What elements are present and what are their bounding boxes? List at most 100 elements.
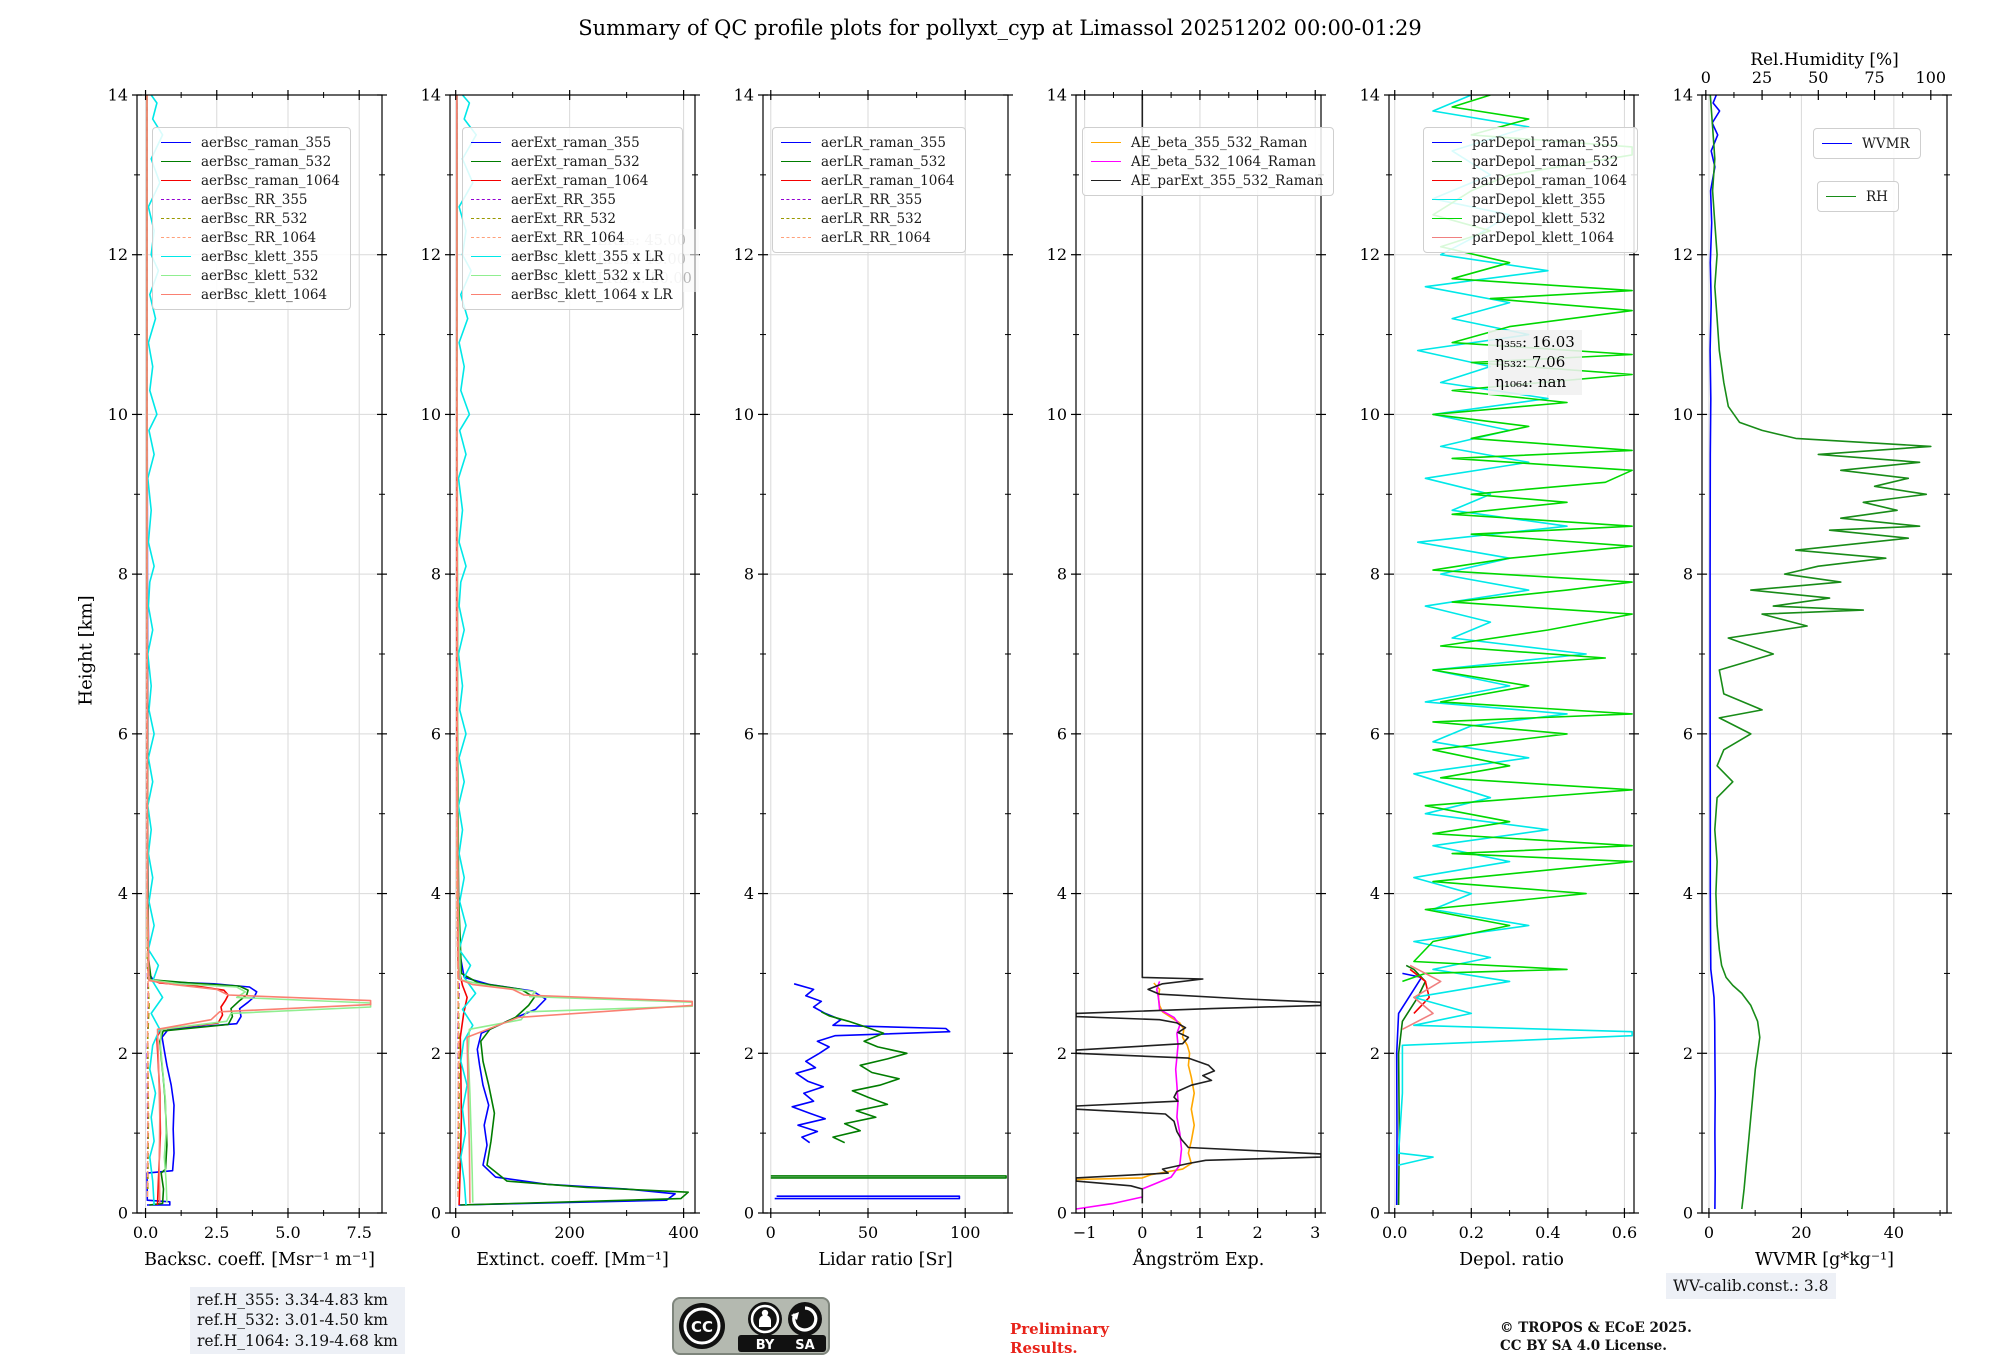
annotation-line: η₅₃₂: 7.06: [1495, 352, 1566, 371]
x-label-angstrom: Ångström Exp.: [1132, 1250, 1265, 1270]
x-tick-label: 400: [668, 1223, 699, 1242]
legend-line-sample: [471, 199, 501, 200]
legend-line-sample: [1091, 180, 1121, 181]
legend-item: aerBsc_klett_532 x LR: [471, 266, 672, 285]
x-tick-label: 2: [1252, 1223, 1262, 1242]
y-tick-label: 14: [1047, 86, 1067, 105]
legend-line-sample: [1822, 143, 1852, 144]
series-aerLR_raman_355: [774, 1195, 961, 1200]
y-tick-label: 2: [1683, 1044, 1693, 1063]
legend-item: aerBsc_raman_355: [161, 133, 340, 152]
legend-label: aerExt_raman_532: [511, 153, 640, 170]
person-icon: [761, 1309, 769, 1317]
annotation-line: ref.H_1064: 3.19-4.68 km: [197, 1331, 398, 1350]
x-tick-label: −1: [1073, 1223, 1097, 1242]
legend-label: AE_beta_532_1064_Raman: [1131, 153, 1316, 170]
y-tick-label: 14: [1360, 86, 1380, 105]
series-parDepol_klett_1064: [1402, 964, 1442, 1031]
series-parDepol_raman_532: [1397, 964, 1427, 1206]
legend-item: aerExt_RR_1064: [471, 228, 672, 247]
legend-line-sample: [471, 237, 501, 238]
legend-line-sample: [781, 237, 811, 238]
y-tick-label: 2: [1057, 1044, 1067, 1063]
y-tick-label: 8: [1683, 565, 1693, 584]
x-tick-label: 20: [1791, 1223, 1811, 1242]
legend-label: aerExt_RR_532: [511, 210, 616, 227]
x-label-lidar-ratio: Lidar ratio [Sr]: [818, 1250, 953, 1270]
legend-label: parDepol_klett_532: [1472, 210, 1606, 227]
y-tick-label: 10: [1360, 405, 1380, 424]
y-tick-label: 4: [118, 884, 128, 903]
legend-item: parDepol_raman_1064: [1432, 171, 1627, 190]
y-tick-label: 10: [734, 405, 754, 424]
legend-label: aerLR_RR_532: [821, 210, 923, 227]
legend-label: aerBsc_RR_1064: [201, 229, 317, 246]
legend-item: aerBsc_klett_532: [161, 266, 340, 285]
y-tick-label: 0: [118, 1204, 128, 1223]
legend-item: aerExt_raman_1064: [471, 171, 672, 190]
legend-box-1: aerExt_raman_355 aerExt_raman_532 aerExt_r…: [462, 127, 684, 310]
legend-label: aerExt_RR_1064: [511, 229, 625, 246]
legend-line-sample: [161, 161, 191, 162]
x-label-extinction: Extinct. coeff. [Mm⁻¹]: [476, 1250, 669, 1270]
legend-item: WVMR: [1822, 134, 1910, 153]
annotation-line: η₁₀₆₄: nan: [1495, 372, 1567, 391]
legend-box-3: AE_beta_355_532_Raman AE_beta_532_1064_Ra…: [1082, 127, 1335, 196]
x-tick-label: 0.6: [1612, 1223, 1637, 1242]
legend-line-sample: [1432, 218, 1462, 219]
legend-item: aerLR_raman_355: [781, 133, 955, 152]
annotation-wv-calib-const: WV-calib.const.: 3.8: [1666, 1273, 1836, 1300]
legend-item: AE_beta_355_532_Raman: [1091, 133, 1323, 152]
cc-by-sa-license-logo: CC BY SA: [672, 1297, 830, 1355]
y-tick-label: 0: [1370, 1204, 1380, 1223]
legend-line-sample: [781, 218, 811, 219]
by-glyph: BY: [756, 1338, 775, 1353]
top-tick-label: 50: [1808, 68, 1828, 87]
legend-line-sample: [1432, 199, 1462, 200]
legend-label: aerBsc_RR_532: [201, 210, 308, 227]
x-tick-label: 5.0: [275, 1223, 300, 1242]
series-aerLR_raman_532: [770, 1175, 1007, 1179]
y-tick-label: 14: [1673, 86, 1693, 105]
legend-item: aerExt_raman_355: [471, 133, 672, 152]
y-tick-label: 0: [1057, 1204, 1067, 1223]
legend-line-sample: [1091, 142, 1121, 143]
legend-item: AE_beta_532_1064_Raman: [1091, 152, 1323, 171]
y-tick-label: 0: [744, 1204, 754, 1223]
legend-box-5: WVMR: [1813, 128, 1921, 159]
y-tick-label: 2: [118, 1044, 128, 1063]
legend-label: aerBsc_raman_532: [201, 153, 332, 170]
legend-label: aerBsc_klett_532 x LR: [511, 267, 664, 284]
legend-line-sample: [161, 218, 191, 219]
legend-line-sample: [471, 275, 501, 276]
x-tick-label: 0.4: [1535, 1223, 1560, 1242]
y-tick-label: 12: [421, 245, 441, 264]
legend-item: aerBsc_RR_1064: [161, 228, 340, 247]
y-tick-label: 10: [421, 405, 441, 424]
legend-box-6: RH: [1817, 181, 1899, 212]
legend-line-sample: [1432, 161, 1462, 162]
legend-label: aerLR_RR_355: [821, 191, 923, 208]
x-tick-label: 0: [1137, 1223, 1147, 1242]
x-tick-label: 0.0: [1382, 1223, 1407, 1242]
y-tick-label: 6: [118, 724, 128, 743]
x-tick-label: 2.5: [204, 1223, 229, 1242]
y-tick-label: 4: [1057, 884, 1067, 903]
x-tick-label: 0.0: [133, 1223, 158, 1242]
legend-item: aerBsc_klett_355 x LR: [471, 247, 672, 266]
x-label-backscatter: Backsc. coeff. [Msr⁻¹ m⁻¹]: [144, 1250, 375, 1270]
legend-label: RH: [1866, 188, 1888, 205]
x-tick-label: 0: [766, 1223, 776, 1242]
y-tick-label: 12: [108, 245, 128, 264]
legend-line-sample: [781, 199, 811, 200]
y-tick-label: 12: [734, 245, 754, 264]
legend-line-sample: [161, 237, 191, 238]
legend-line-sample: [1432, 142, 1462, 143]
legend-item: aerExt_raman_532: [471, 152, 672, 171]
legend-label: WVMR: [1862, 135, 1910, 152]
legend-line-sample: [1432, 237, 1462, 238]
legend-label: parDepol_raman_355: [1472, 134, 1619, 151]
legend-item: parDepol_klett_1064: [1432, 228, 1627, 247]
y-tick-label: 6: [1683, 724, 1693, 743]
legend-item: aerLR_RR_1064: [781, 228, 955, 247]
